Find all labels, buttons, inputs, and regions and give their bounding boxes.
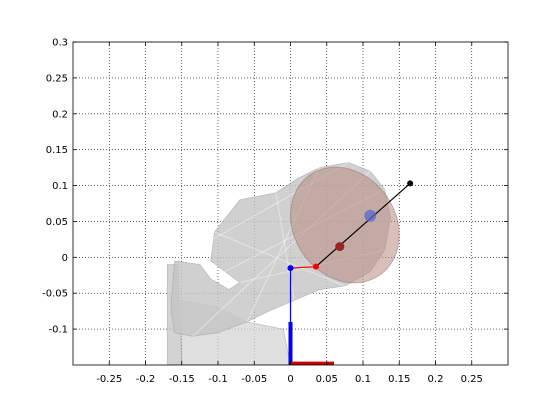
point-joint [313, 264, 319, 270]
y-tick-label: 0.2 [52, 109, 68, 120]
x-tick-label: 0.2 [428, 374, 444, 385]
y-tick-label: 0.3 [52, 38, 68, 49]
point-tip [407, 180, 413, 186]
x-tick-label: 0.1 [355, 374, 371, 385]
y-tick-label: -0.05 [42, 289, 68, 300]
x-tick-label: 0 [287, 374, 293, 385]
y-tick-label: 0.1 [52, 181, 68, 192]
x-tick-label: 0.25 [461, 374, 483, 385]
y-tick-label: 0.25 [46, 73, 68, 84]
x-tick-label: -0.15 [169, 374, 195, 385]
y-tick-label: 0 [62, 253, 68, 264]
point-center [335, 242, 344, 251]
y-tick-label: 0.15 [46, 145, 68, 156]
x-tick-label: -0.05 [241, 374, 267, 385]
x-tick-label: -0.2 [136, 374, 156, 385]
y-tick-label: -0.1 [48, 325, 68, 336]
x-tick-label: 0.15 [388, 374, 410, 385]
x-tick-label: -0.25 [96, 374, 122, 385]
x-tick-label: 0.05 [316, 374, 338, 385]
x-tick-label: -0.1 [208, 374, 228, 385]
point-base [288, 265, 294, 271]
point-blue-marker [364, 210, 376, 222]
y-tick-label: 0.05 [46, 217, 68, 228]
